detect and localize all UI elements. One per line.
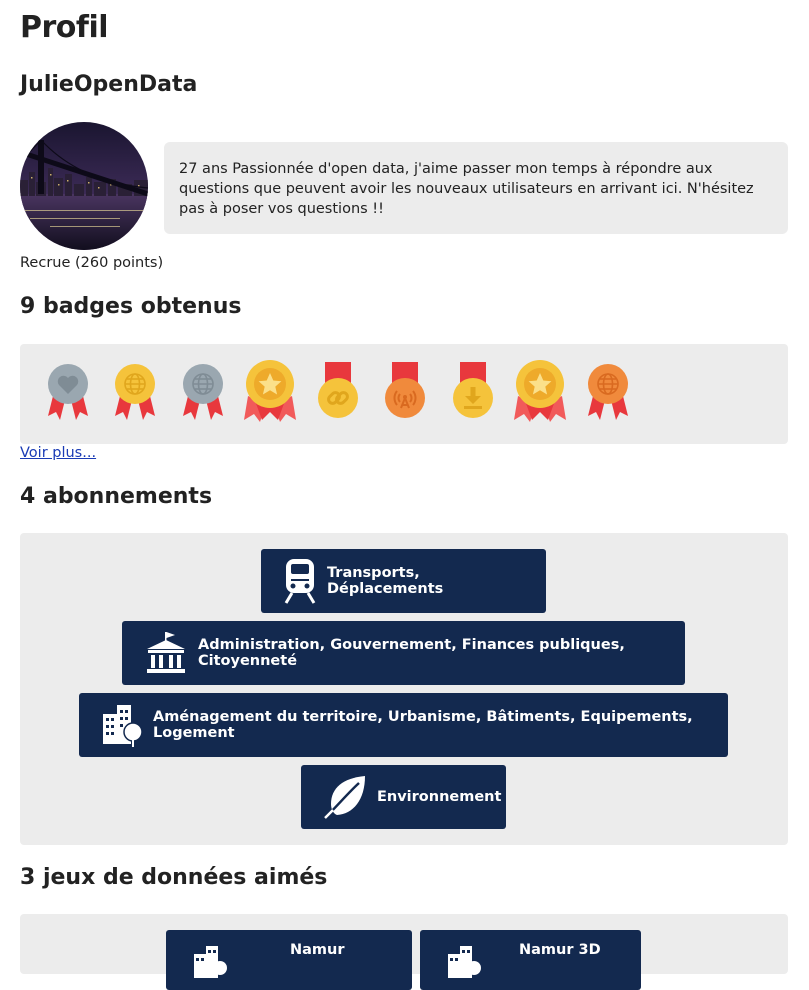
- subscriptions-heading: 4 abonnements: [20, 484, 213, 509]
- star-badge-icon[interactable]: [510, 356, 570, 422]
- rank-label: Recrue (260 points): [20, 255, 164, 271]
- avatar: [20, 122, 148, 250]
- heart-badge-icon[interactable]: [38, 358, 98, 424]
- dataset-label: Namur: [290, 942, 345, 958]
- subscriptions-panel: Transports, Déplacements Administration,…: [20, 533, 788, 845]
- star-badge-icon[interactable]: [240, 356, 300, 422]
- badges-heading: 9 badges obtenus: [20, 294, 242, 319]
- subscription-label: Aménagement du territoire, Urbanisme, Bâ…: [153, 709, 693, 741]
- subscription-label: Administration, Gouvernement, Finances p…: [198, 637, 625, 669]
- see-more-badges-link[interactable]: Voir plus...: [20, 445, 97, 461]
- antenna-badge-icon[interactable]: [375, 358, 435, 424]
- badges-panel: [20, 344, 788, 444]
- liked-datasets-heading: 3 jeux de données aimés: [20, 865, 328, 890]
- bio-box: 27 ans Passionnée d'open data, j'aime pa…: [164, 142, 788, 234]
- globe-badge-icon[interactable]: [173, 358, 233, 424]
- subscription-administration-button[interactable]: Administration, Gouvernement, Finances p…: [122, 621, 685, 685]
- dataset-namur-button[interactable]: Namur: [166, 930, 412, 990]
- subscription-transports-button[interactable]: Transports, Déplacements: [261, 549, 546, 613]
- subscription-environnement-button[interactable]: Environnement: [301, 765, 506, 829]
- subscription-amenagement-button[interactable]: Aménagement du territoire, Urbanisme, Bâ…: [79, 693, 728, 757]
- globe-badge-icon[interactable]: [578, 358, 638, 424]
- page-title: Profil: [20, 10, 109, 45]
- subscription-label: Environnement: [377, 789, 502, 805]
- globe-badge-icon[interactable]: [105, 358, 165, 424]
- buildings-tree-icon: [101, 702, 143, 748]
- train-icon: [283, 558, 317, 604]
- government-building-icon: [144, 631, 188, 675]
- dataset-label: Namur 3D: [519, 942, 601, 958]
- dataset-namur-3d-button[interactable]: Namur 3D: [420, 930, 641, 990]
- buildings-tree-icon: [192, 942, 228, 982]
- link-badge-icon[interactable]: [308, 358, 368, 424]
- username-heading: JulieOpenData: [20, 72, 198, 97]
- buildings-tree-icon: [446, 942, 482, 982]
- leaf-icon: [323, 774, 367, 820]
- liked-datasets-panel: Namur Namur 3D: [20, 914, 788, 990]
- download-badge-icon[interactable]: [443, 358, 503, 424]
- subscription-label: Transports, Déplacements: [327, 565, 444, 597]
- profile-page: Profil JulieOpenData: [20, 10, 788, 990]
